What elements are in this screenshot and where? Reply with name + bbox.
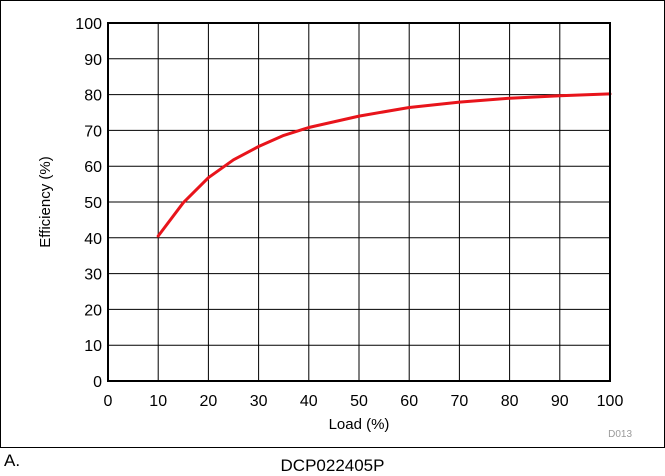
y-tick-label: 10 <box>84 338 102 355</box>
y-tick-label: 60 <box>84 159 102 176</box>
y-tick-label: 50 <box>84 195 102 212</box>
panel-label: A. <box>4 451 21 470</box>
frame-border-bottom <box>0 447 665 448</box>
x-tick-label: 70 <box>451 393 469 410</box>
x-tick-label: 40 <box>300 393 318 410</box>
x-tick-label: 60 <box>400 393 418 410</box>
efficiency-series-line <box>156 92 612 238</box>
figure-caption: DCP022405P <box>280 456 385 475</box>
figure-code: D013 <box>608 429 632 440</box>
x-tick-label: 50 <box>350 393 368 410</box>
x-tick-label: 30 <box>250 393 268 410</box>
x-tick-label: 10 <box>149 393 167 410</box>
y-tick-label: 80 <box>84 88 102 105</box>
y-tick-label: 40 <box>84 231 102 248</box>
series-layer <box>156 92 612 238</box>
tick-labels: 0 10 20 30 40 50 60 70 80 90 100 0 10 20 30 40 50 60 70 80 9… <box>75 16 623 410</box>
x-tick-label: 0 <box>104 393 113 410</box>
x-tick-label: 90 <box>551 393 569 410</box>
frame-border-left <box>0 0 1 448</box>
y-tick-label: 30 <box>84 267 102 284</box>
plot-area-border <box>107 22 611 382</box>
y-tick-label: 20 <box>84 302 102 319</box>
y-tick-label: 90 <box>84 52 102 69</box>
frame-border-top <box>0 0 665 1</box>
y-axis-title: Efficiency (%) <box>37 156 54 247</box>
x-tick-label: 80 <box>501 393 519 410</box>
y-tick-label: 70 <box>84 123 102 140</box>
x-tick-label: 20 <box>200 393 218 410</box>
x-tick-label: 100 <box>597 393 624 410</box>
y-tick-label: 100 <box>75 16 102 33</box>
y-tick-label: 0 <box>93 374 102 391</box>
x-axis-title: Load (%) <box>329 416 390 433</box>
